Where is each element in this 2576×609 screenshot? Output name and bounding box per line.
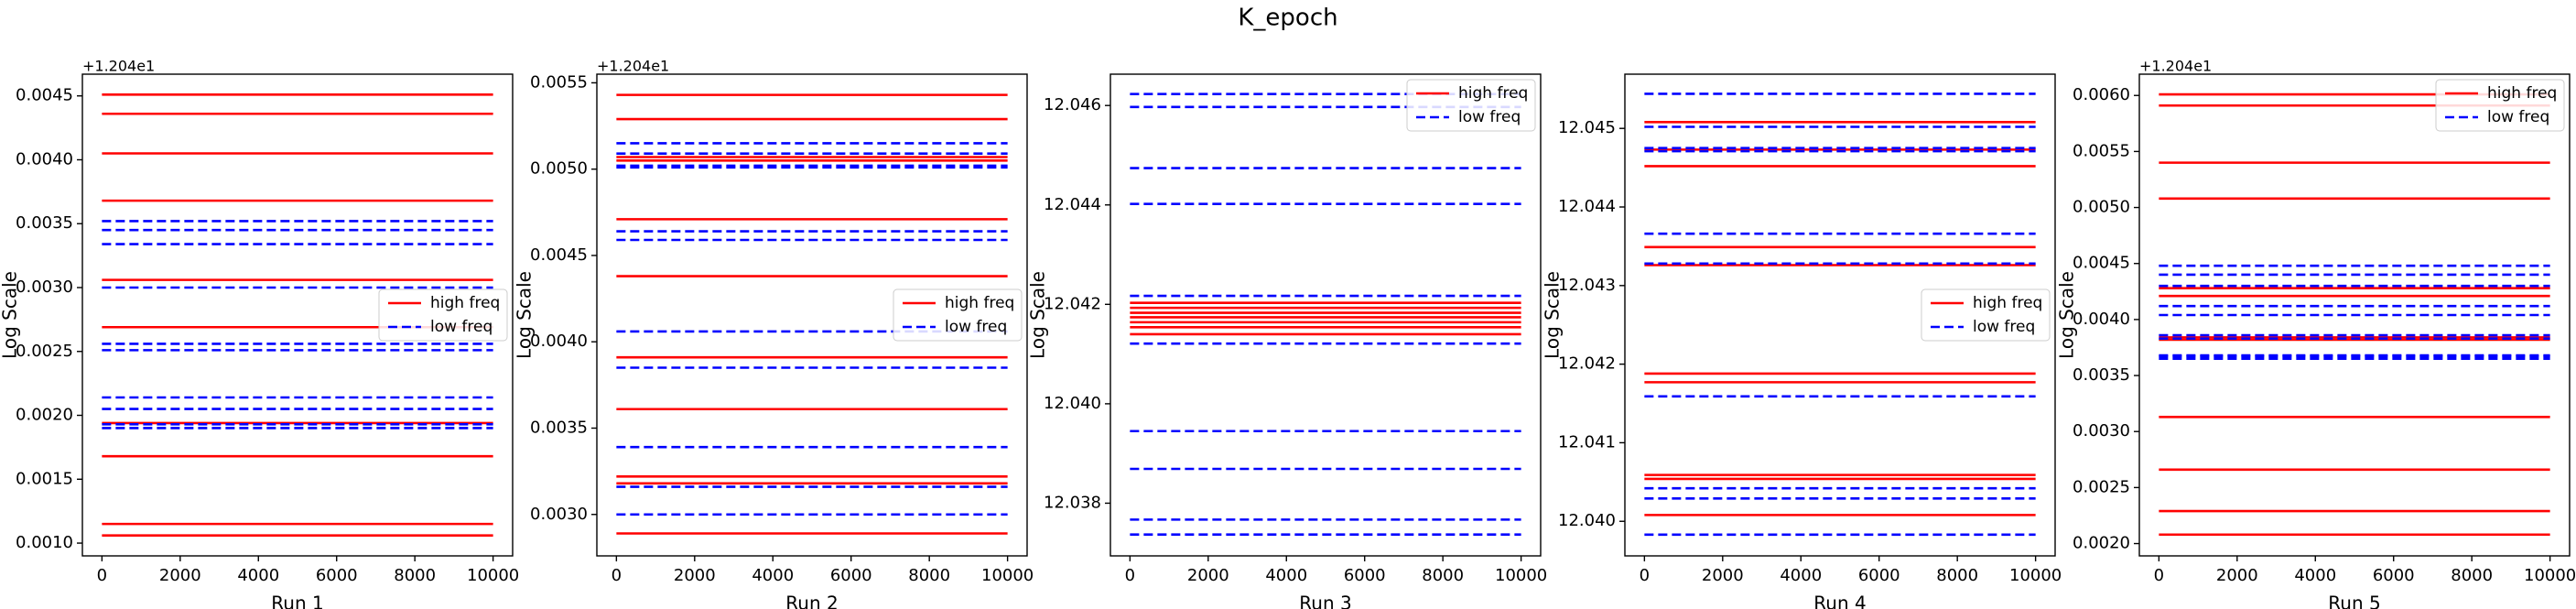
y-tick-label: 12.042 [1044,294,1101,313]
y-tick-label: 0.0020 [16,406,73,425]
y-tick-label: 12.038 [1044,493,1101,512]
y-tick-label: 0.0060 [2073,85,2130,104]
offset-label: +1.204e1 [2139,58,2212,75]
plot-frame [596,73,1028,557]
x-tick-label: 2000 [159,566,201,585]
legend: high freq low freq [2435,79,2565,132]
y-axis-label: Log Scale [1542,271,1564,359]
y-axis-label: Log Scale [514,271,536,359]
y-tick-label: 0.0035 [16,213,73,233]
y-tick-label: 0.0030 [16,277,73,297]
legend-entry: low freq [1458,108,1521,126]
legend-entry: low freq [1973,318,2035,336]
x-tick-label: 10000 [467,566,519,585]
y-tick-label: 0.0035 [2073,365,2130,385]
legend-entry: high freq [430,294,500,312]
x-tick-label: 4000 [752,566,794,585]
y-tick-label: 0.0040 [2073,310,2130,329]
x-tick-label: 0 [97,566,107,585]
y-tick-label: 0.0040 [16,149,73,169]
x-axis-label: Run 4 [1813,593,1866,609]
y-tick-label: 12.041 [1558,432,1616,451]
y-tick-label: 0.0050 [2073,198,2130,217]
y-axis-label: Log Scale [2056,271,2078,359]
x-tick-label: 10000 [981,566,1034,585]
offset-label: +1.204e1 [597,58,669,75]
legend: high freq low freq [893,288,1023,342]
y-tick-label: 0.0040 [530,332,588,351]
x-axis-label: Run 5 [2328,593,2380,609]
x-tick-label: 4000 [237,566,279,585]
x-tick-label: 8000 [1936,566,1978,585]
x-tick-label: 10000 [1495,566,1547,585]
y-tick-label: 12.040 [1044,394,1101,413]
y-tick-label: 0.0025 [2073,477,2130,496]
y-tick-label: 0.0030 [530,505,588,524]
x-tick-label: 2000 [1187,566,1229,585]
x-axis-label: Run 1 [271,593,323,609]
x-tick-label: 6000 [2373,566,2415,585]
legend-entry: low freq [430,318,492,336]
x-tick-label: 8000 [908,566,950,585]
offset-label: +1.204e1 [82,58,155,75]
y-tick-label: 0.0050 [530,159,588,179]
y-tick-label: 12.043 [1558,276,1616,295]
legend: high freq low freq [378,288,508,342]
y-tick-label: 0.0045 [2073,254,2130,273]
y-tick-label: 0.0020 [2073,534,2130,553]
y-tick-label: 0.0015 [16,469,73,488]
y-tick-label: 0.0025 [16,342,73,361]
x-axis-label: Run 2 [785,593,838,609]
y-tick-label: 12.045 [1558,118,1616,137]
x-tick-label: 0 [612,566,622,585]
y-axis-label: Log Scale [0,271,21,359]
plot-frame [1109,73,1542,557]
legend-entry: low freq [945,318,1007,336]
x-tick-label: 4000 [1780,566,1822,585]
x-tick-label: 4000 [2294,566,2336,585]
plot-frame [2138,73,2571,557]
x-tick-label: 0 [1640,566,1650,585]
y-tick-label: 12.044 [1558,197,1616,216]
x-tick-label: 6000 [1344,566,1386,585]
x-tick-label: 2000 [2216,566,2258,585]
y-axis-label: Log Scale [1027,271,1049,359]
figure-title: K_epoch [1238,5,1337,32]
y-tick-label: 0.0045 [16,86,73,105]
y-tick-label: 12.046 [1044,95,1101,114]
x-tick-label: 2000 [1702,566,1744,585]
x-tick-label: 2000 [674,566,716,585]
legend: high freq low freq [1921,288,2051,342]
y-tick-label: 0.0055 [2073,141,2130,160]
legend-entry: high freq [1458,84,1528,103]
y-tick-label: 0.0055 [530,72,588,92]
y-tick-label: 0.0035 [530,418,588,437]
x-tick-label: 6000 [316,566,358,585]
legend: high freq low freq [1406,79,1536,132]
x-tick-label: 8000 [1422,566,1464,585]
x-tick-label: 0 [2154,566,2164,585]
x-tick-label: 8000 [2451,566,2493,585]
x-tick-label: 8000 [394,566,436,585]
plot-frame [81,73,514,557]
legend-entry: high freq [2487,84,2557,103]
plot-frame [1624,73,2056,557]
y-tick-label: 12.044 [1044,195,1101,214]
y-tick-label: 0.0030 [2073,421,2130,440]
x-tick-label: 6000 [830,566,872,585]
x-tick-label: 6000 [1858,566,1900,585]
x-tick-label: 10000 [2524,566,2576,585]
x-tick-label: 10000 [2009,566,2062,585]
legend-entry: high freq [1973,294,2042,312]
y-tick-label: 12.040 [1558,511,1616,530]
y-tick-label: 0.0045 [530,245,588,265]
legend-entry: high freq [945,294,1014,312]
x-tick-label: 0 [1125,566,1135,585]
legend-entry: low freq [2487,108,2549,126]
y-tick-label: 12.042 [1558,354,1616,374]
x-axis-label: Run 3 [1299,593,1351,609]
x-tick-label: 4000 [1265,566,1307,585]
y-tick-label: 0.0010 [16,533,73,552]
